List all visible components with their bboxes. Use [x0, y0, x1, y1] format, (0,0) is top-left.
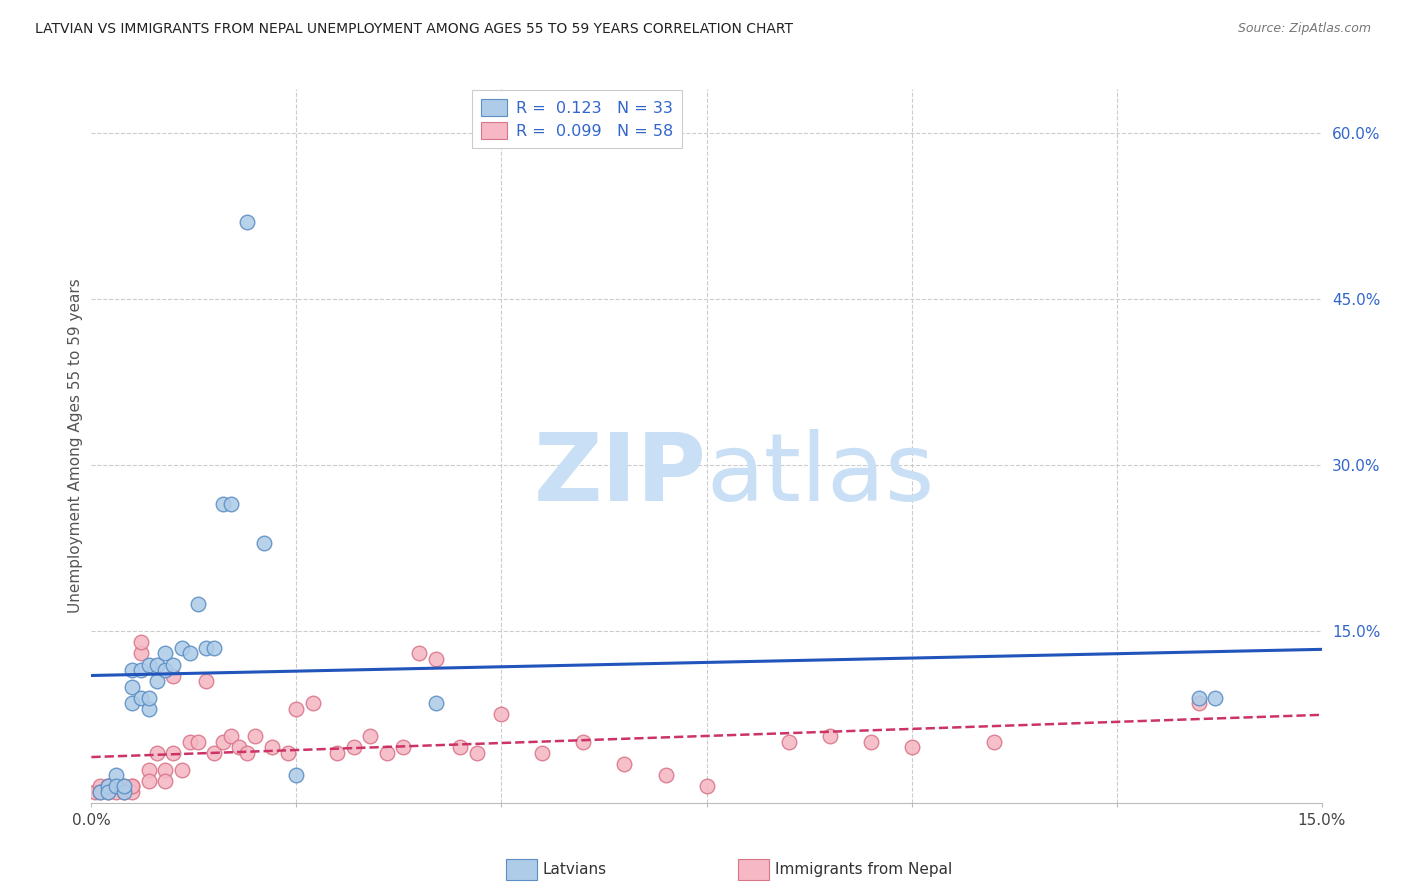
Point [253, 536, 276, 550]
Point [105, 768, 127, 782]
Point [900, 740, 922, 755]
Point [859, 735, 882, 749]
Point [153, 763, 177, 777]
Point [491, 707, 513, 722]
Point [153, 773, 177, 788]
Text: LATVIAN VS IMMIGRANTS FROM NEPAL UNEMPLOYMENT AMONG AGES 55 TO 59 YEARS CORRELAT: LATVIAN VS IMMIGRANTS FROM NEPAL UNEMPLO… [35, 22, 793, 37]
Text: Immigrants from Nepal: Immigrants from Nepal [775, 863, 952, 877]
Point [129, 647, 152, 661]
Point [97, 779, 120, 793]
Point [89, 785, 111, 799]
Point [202, 640, 225, 655]
Point [818, 730, 841, 744]
Point [121, 779, 143, 793]
Point [187, 597, 209, 611]
Point [195, 674, 218, 689]
Point [277, 746, 299, 760]
Point [138, 657, 160, 672]
Point [153, 663, 177, 677]
Point [343, 740, 366, 755]
Point [112, 779, 135, 793]
Point [195, 640, 218, 655]
Point [105, 779, 127, 793]
Point [301, 696, 323, 710]
Point [211, 497, 233, 511]
Point [121, 663, 143, 677]
Point [97, 785, 120, 799]
Point [613, 757, 636, 772]
Text: ZIP: ZIP [534, 428, 706, 521]
Point [146, 657, 169, 672]
Point [121, 696, 143, 710]
Point [236, 215, 259, 229]
Point [983, 735, 1005, 749]
Point [97, 785, 120, 799]
Y-axis label: Unemployment Among Ages 55 to 59 years: Unemployment Among Ages 55 to 59 years [67, 278, 83, 614]
Point [162, 746, 184, 760]
Point [425, 652, 447, 666]
Point [425, 696, 447, 710]
Point [105, 779, 127, 793]
Point [153, 647, 177, 661]
Point [121, 779, 143, 793]
Text: Source: ZipAtlas.com: Source: ZipAtlas.com [1237, 22, 1371, 36]
Point [162, 668, 184, 682]
Point [112, 785, 135, 799]
Point [89, 785, 111, 799]
Point [654, 768, 676, 782]
Point [170, 640, 193, 655]
Point [179, 735, 201, 749]
Point [112, 785, 135, 799]
Point [112, 779, 135, 793]
Text: Latvians: Latvians [543, 863, 607, 877]
Point [97, 779, 120, 793]
Point [285, 702, 308, 716]
Point [129, 690, 152, 705]
Point [219, 730, 242, 744]
Point [138, 773, 160, 788]
Point [260, 740, 283, 755]
Point [170, 763, 193, 777]
Point [129, 635, 152, 649]
Point [695, 779, 717, 793]
Point [572, 735, 595, 749]
Point [162, 657, 184, 672]
Point [97, 779, 120, 793]
Point [465, 746, 488, 760]
Point [187, 735, 209, 749]
Point [1187, 696, 1209, 710]
Point [219, 497, 242, 511]
Point [84, 785, 107, 799]
Point [236, 746, 259, 760]
Point [285, 768, 308, 782]
Point [138, 702, 160, 716]
Point [228, 740, 250, 755]
Point [778, 735, 800, 749]
Point [449, 740, 471, 755]
Point [1187, 690, 1209, 705]
Point [408, 647, 430, 661]
Point [392, 740, 415, 755]
Point [121, 785, 143, 799]
Point [375, 746, 398, 760]
Legend: R =  0.123   N = 33, R =  0.099   N = 58: R = 0.123 N = 33, R = 0.099 N = 58 [472, 90, 682, 148]
Point [531, 746, 554, 760]
Point [245, 730, 267, 744]
Text: atlas: atlas [706, 428, 935, 521]
Point [105, 779, 127, 793]
Point [138, 763, 160, 777]
Point [121, 680, 143, 694]
Point [146, 746, 169, 760]
Point [1204, 690, 1226, 705]
Point [179, 647, 201, 661]
Point [146, 674, 169, 689]
Point [202, 746, 225, 760]
Point [138, 690, 160, 705]
Point [129, 663, 152, 677]
Point [89, 779, 111, 793]
Point [359, 730, 381, 744]
Point [105, 785, 127, 799]
Point [326, 746, 349, 760]
Point [211, 735, 233, 749]
